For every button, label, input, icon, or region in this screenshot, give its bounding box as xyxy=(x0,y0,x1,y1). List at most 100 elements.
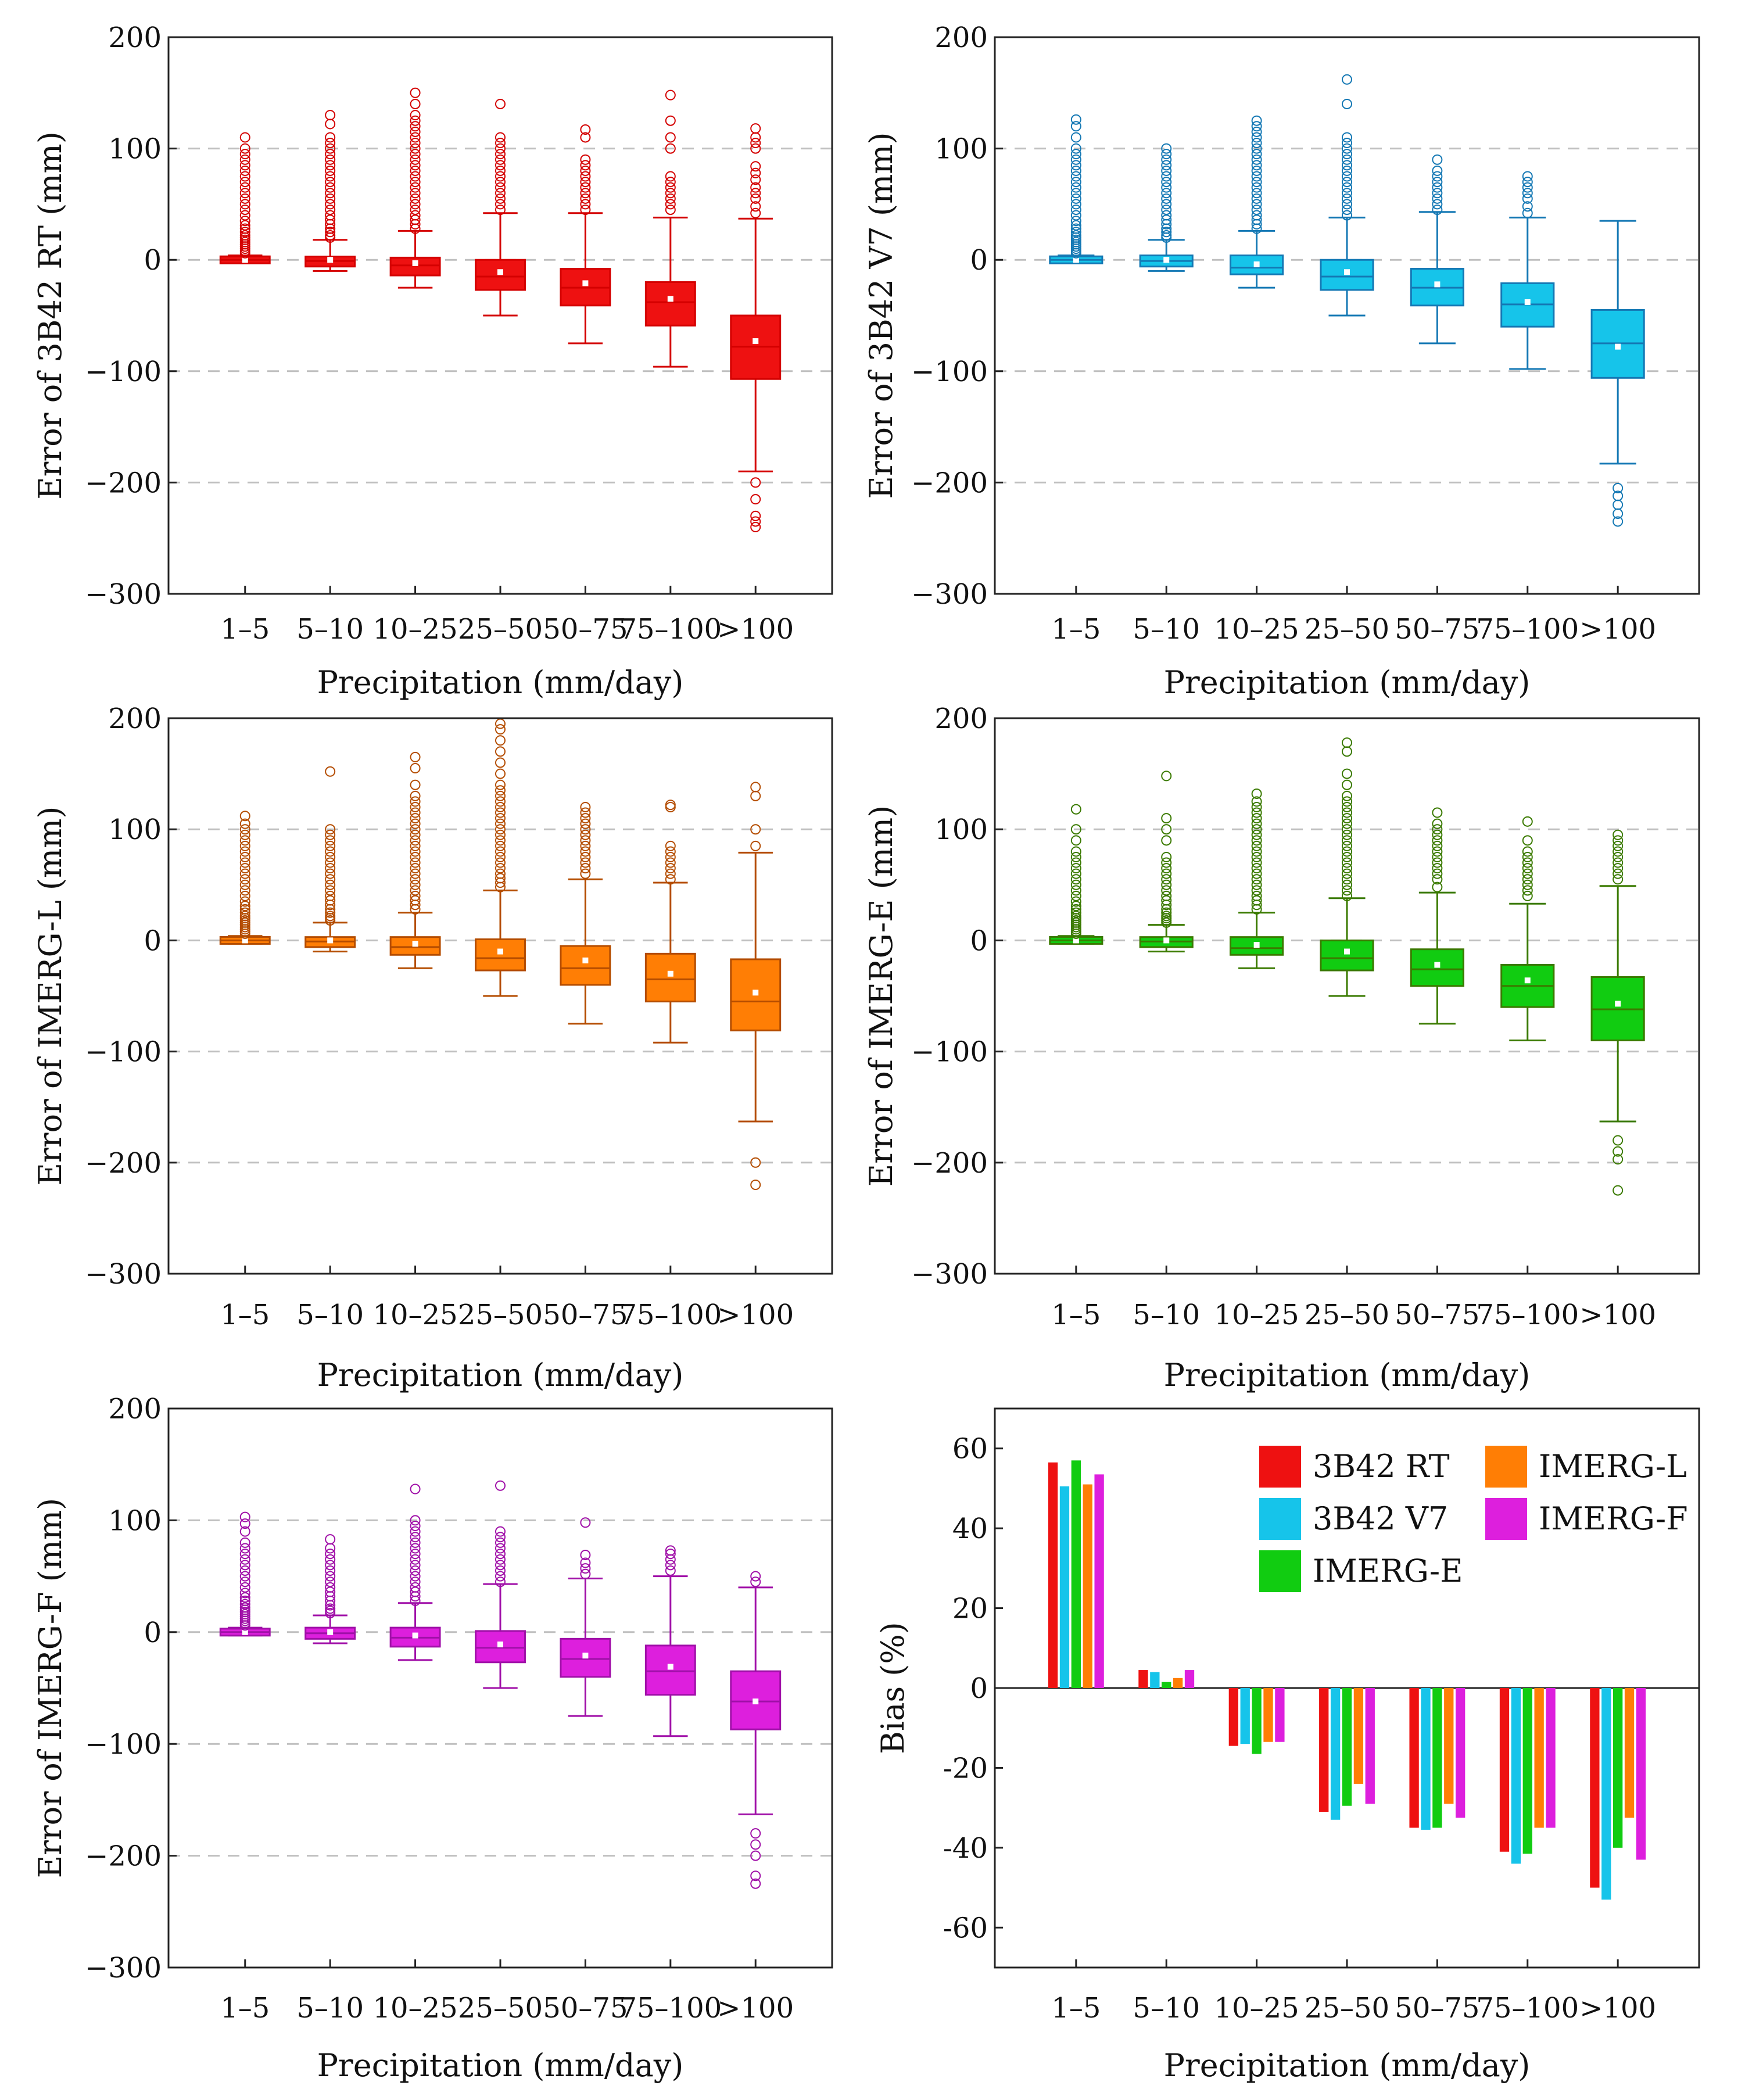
outlier-point xyxy=(580,1550,591,1561)
outlier-point xyxy=(1070,182,1081,193)
outlier-point xyxy=(1342,199,1352,210)
x-tick-label: 10–25 xyxy=(373,1992,458,2024)
outlier-point xyxy=(1342,790,1352,801)
y-tick-label: 0 xyxy=(970,924,988,957)
outlier-point xyxy=(1161,863,1172,874)
panel-bias-bars: -60 -40 -20 0 20 40 60 1–5 5–10 10–25 25–50 50–7575… xyxy=(875,1407,1700,2084)
outlier-point xyxy=(495,746,506,757)
bar-imerg-e xyxy=(1522,1688,1532,1854)
x-tick-label: 50–75 xyxy=(543,613,628,646)
y-axis-label: Error of IMERG-L (mm) xyxy=(32,807,69,1186)
x-tick-label: 50–75 xyxy=(1395,1299,1479,1331)
box-1 xyxy=(304,766,356,953)
y-axis-label: Bias (%) xyxy=(875,1622,911,1754)
outlier-point xyxy=(325,165,336,176)
outlier-point xyxy=(410,1576,421,1587)
outlier-point xyxy=(410,857,421,868)
outlier-point xyxy=(239,227,250,238)
outlier-point xyxy=(410,796,421,807)
outlier-point xyxy=(1251,857,1262,868)
outlier-point xyxy=(1251,874,1262,885)
x-tick-label: 50–75 xyxy=(1395,1992,1479,2024)
outlier-point xyxy=(1251,165,1262,176)
outlier-point xyxy=(580,124,591,135)
outlier-point xyxy=(1070,890,1081,901)
outlier-point xyxy=(239,907,250,918)
plot-frame xyxy=(167,717,833,1275)
outlier-point xyxy=(495,154,506,165)
outlier-point xyxy=(410,165,421,176)
bar-imerg-l xyxy=(1263,1688,1273,1742)
mean-marker xyxy=(667,296,673,302)
y-tick-label: −200 xyxy=(911,1147,988,1180)
y-tick-label: 200 xyxy=(934,703,988,735)
outlier-point xyxy=(410,204,421,215)
x-tick-label: 1–5 xyxy=(1051,1992,1101,2024)
outlier-point xyxy=(239,811,250,822)
outlier-point xyxy=(1251,214,1262,225)
outlier-point xyxy=(325,227,336,238)
outlier-point xyxy=(580,852,591,862)
x-tick-label: >100 xyxy=(1579,1299,1656,1331)
outlier-point xyxy=(1522,207,1533,218)
outlier-point xyxy=(410,87,421,98)
outlier-point xyxy=(239,904,250,915)
outlier-point xyxy=(495,193,506,204)
outlier-point xyxy=(750,138,761,149)
outlier-point xyxy=(580,829,591,840)
mean-marker xyxy=(753,338,759,345)
plot-frame xyxy=(167,1407,833,1969)
x-axis-label: Precipitation (mm/day) xyxy=(317,1357,684,1393)
x-axis-label: Precipitation (mm/day) xyxy=(1164,1357,1531,1393)
outlier-point xyxy=(750,1839,761,1850)
bar-3b42-rt xyxy=(1590,1688,1600,1888)
outlier-point xyxy=(410,807,421,818)
outlier-point xyxy=(665,857,676,868)
outlier-point xyxy=(1161,813,1172,824)
y-tick-label: 60 xyxy=(952,1433,988,1465)
outlier-point xyxy=(410,801,421,812)
outlier-point xyxy=(239,199,250,210)
outlier-point xyxy=(239,193,250,204)
outlier-point xyxy=(325,171,336,182)
outlier-point xyxy=(1251,868,1262,879)
outlier-point xyxy=(410,210,421,221)
box-0 xyxy=(1049,804,1103,945)
box-6 xyxy=(730,782,782,1191)
outlier-point xyxy=(1161,771,1172,782)
outlier-point xyxy=(1251,789,1262,800)
outlier-point xyxy=(1432,171,1443,182)
mean-marker xyxy=(327,1629,334,1635)
outlier-point xyxy=(1251,160,1262,171)
mean-marker xyxy=(412,941,418,947)
x-tick-label: 50–75 xyxy=(1395,613,1479,646)
outlier-point xyxy=(325,857,336,868)
outlier-point xyxy=(750,207,761,218)
x-tick-label: >100 xyxy=(1579,613,1656,646)
outlier-point xyxy=(495,846,506,857)
box-6 xyxy=(1590,220,1645,527)
mean-marker xyxy=(327,257,334,263)
outlier-point xyxy=(239,840,250,851)
outlier-point xyxy=(750,1180,761,1191)
outlier-point xyxy=(495,149,506,160)
y-tick-label: −300 xyxy=(85,1258,162,1291)
outlier-point xyxy=(1070,199,1081,210)
outlier-point xyxy=(750,182,761,193)
bar-imerg-f xyxy=(1636,1688,1646,1860)
outlier-point xyxy=(239,160,250,171)
x-tick-label: 75–100 xyxy=(1476,1992,1579,2024)
outlier-point xyxy=(239,216,250,227)
outlier-point xyxy=(495,1532,506,1543)
outlier-point xyxy=(665,182,676,193)
outlier-point xyxy=(1251,801,1262,812)
outlier-point xyxy=(495,138,506,149)
outlier-point xyxy=(1342,863,1352,874)
outlier-point xyxy=(325,193,336,204)
x-tick-label: 75–100 xyxy=(619,613,722,646)
mean-marker xyxy=(582,957,589,963)
outlier-point xyxy=(239,896,250,907)
outlier-point xyxy=(580,840,591,851)
x-tick-label: 10–25 xyxy=(373,613,458,646)
y-tick-label: 0 xyxy=(144,244,162,277)
